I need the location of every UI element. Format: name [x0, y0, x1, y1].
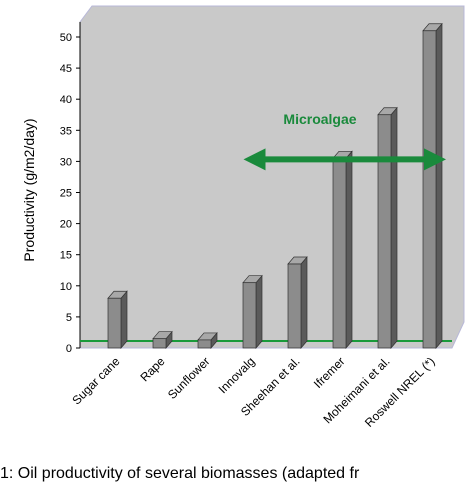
y-tick-label: 0 — [66, 343, 72, 355]
bar-front — [332, 157, 347, 349]
bar — [422, 22, 443, 349]
x-tick-label: Rape — [137, 354, 167, 384]
y-tick-label: 20 — [60, 219, 72, 231]
bar-front — [242, 282, 257, 349]
y-tick-label: 50 — [60, 32, 72, 44]
bar — [287, 256, 308, 349]
bar-side — [435, 22, 443, 349]
bar-front — [287, 263, 302, 349]
y-tick-label: 40 — [60, 94, 72, 106]
caption: 1: Oil productivity of several biomasses… — [0, 465, 360, 482]
bar-side — [300, 256, 308, 349]
bar — [242, 274, 263, 349]
bar — [332, 150, 353, 349]
bar-front — [152, 338, 167, 349]
bar-side — [255, 274, 263, 349]
bar-side — [345, 150, 353, 349]
bar — [197, 331, 218, 349]
bar-front — [422, 30, 437, 349]
x-tick-label: Sugar cane — [69, 354, 123, 408]
bar — [107, 290, 128, 349]
bar — [152, 330, 173, 349]
bar-side — [390, 106, 398, 349]
y-tick-label: 5 — [66, 312, 72, 324]
bar-front — [197, 339, 212, 349]
plot-area — [79, 5, 465, 349]
y-tick-label: 25 — [60, 188, 72, 200]
y-tick-label: 15 — [60, 250, 72, 262]
x-tick-label: Innovalg — [216, 354, 258, 396]
arrow-head-right — [424, 148, 446, 171]
x-tick-label: Sunflower — [165, 354, 213, 402]
y-axis-label: Productivity (g/m2/day) — [21, 118, 37, 261]
bar-side — [120, 290, 128, 349]
y-tick-label: 10 — [60, 281, 72, 293]
annotation: Microalgae — [283, 111, 356, 127]
bar-front — [107, 297, 122, 349]
x-tick-label: Ifremer — [311, 354, 348, 391]
y-tick-label: 30 — [60, 156, 72, 168]
bar-front — [377, 114, 392, 349]
y-tick-label: 35 — [60, 125, 72, 137]
y-tick-label: 45 — [60, 63, 72, 75]
bar — [377, 106, 398, 349]
arrow-head-left — [243, 148, 266, 171]
